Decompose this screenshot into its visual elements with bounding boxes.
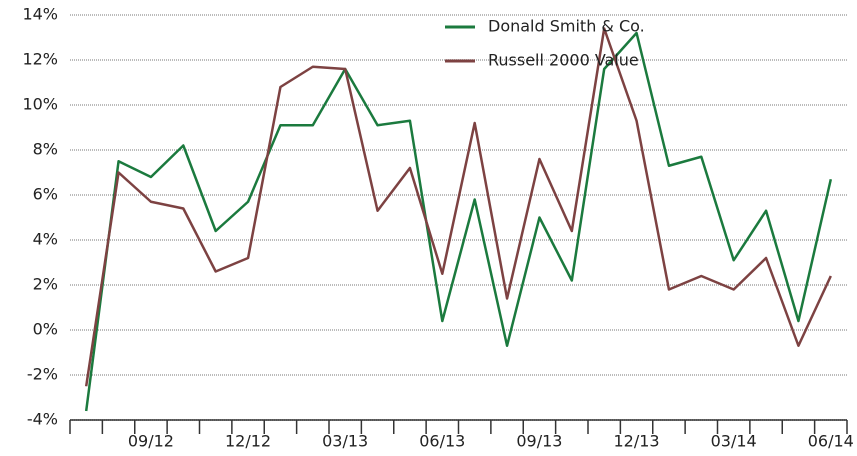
legend-label: Russell 2000 Value — [488, 51, 639, 70]
y-tick-label: 6% — [33, 185, 58, 204]
y-tick-label: -4% — [27, 410, 58, 429]
x-tick-label: 09/12 — [128, 432, 174, 451]
x-tick-label: 03/13 — [322, 432, 368, 451]
series-line — [84, 27, 832, 387]
y-tick-label: 4% — [33, 230, 58, 249]
x-tick-label: 06/13 — [419, 432, 465, 451]
y-tick-label: 0% — [33, 320, 58, 339]
x-tick-label: 09/13 — [516, 432, 562, 451]
y-tick-label: 14% — [22, 5, 58, 24]
x-tick-label: 03/14 — [711, 432, 757, 451]
y-tick-label: -2% — [27, 365, 58, 384]
y-tick-label: 12% — [22, 50, 58, 69]
x-tick-label: 12/13 — [614, 432, 660, 451]
x-tick-label: 06/14 — [808, 432, 854, 451]
y-tick-label: 8% — [33, 140, 58, 159]
y-tick-label: 2% — [33, 275, 58, 294]
legend-label: Donald Smith & Co. — [488, 17, 645, 36]
series-line — [84, 31, 833, 412]
x-tick-label: 12/12 — [225, 432, 271, 451]
y-tick-label: 10% — [22, 95, 58, 114]
